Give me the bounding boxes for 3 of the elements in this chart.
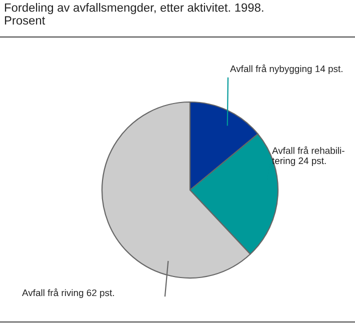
slice-label: Avfall frå riving 62 pst. xyxy=(22,288,114,298)
chart-title: Fordeling av avfallsmengder, etter aktivitet. 1998. Prosent xyxy=(4,3,264,25)
slice-label: Avfall frå nybygging 14 pst. xyxy=(230,64,342,74)
